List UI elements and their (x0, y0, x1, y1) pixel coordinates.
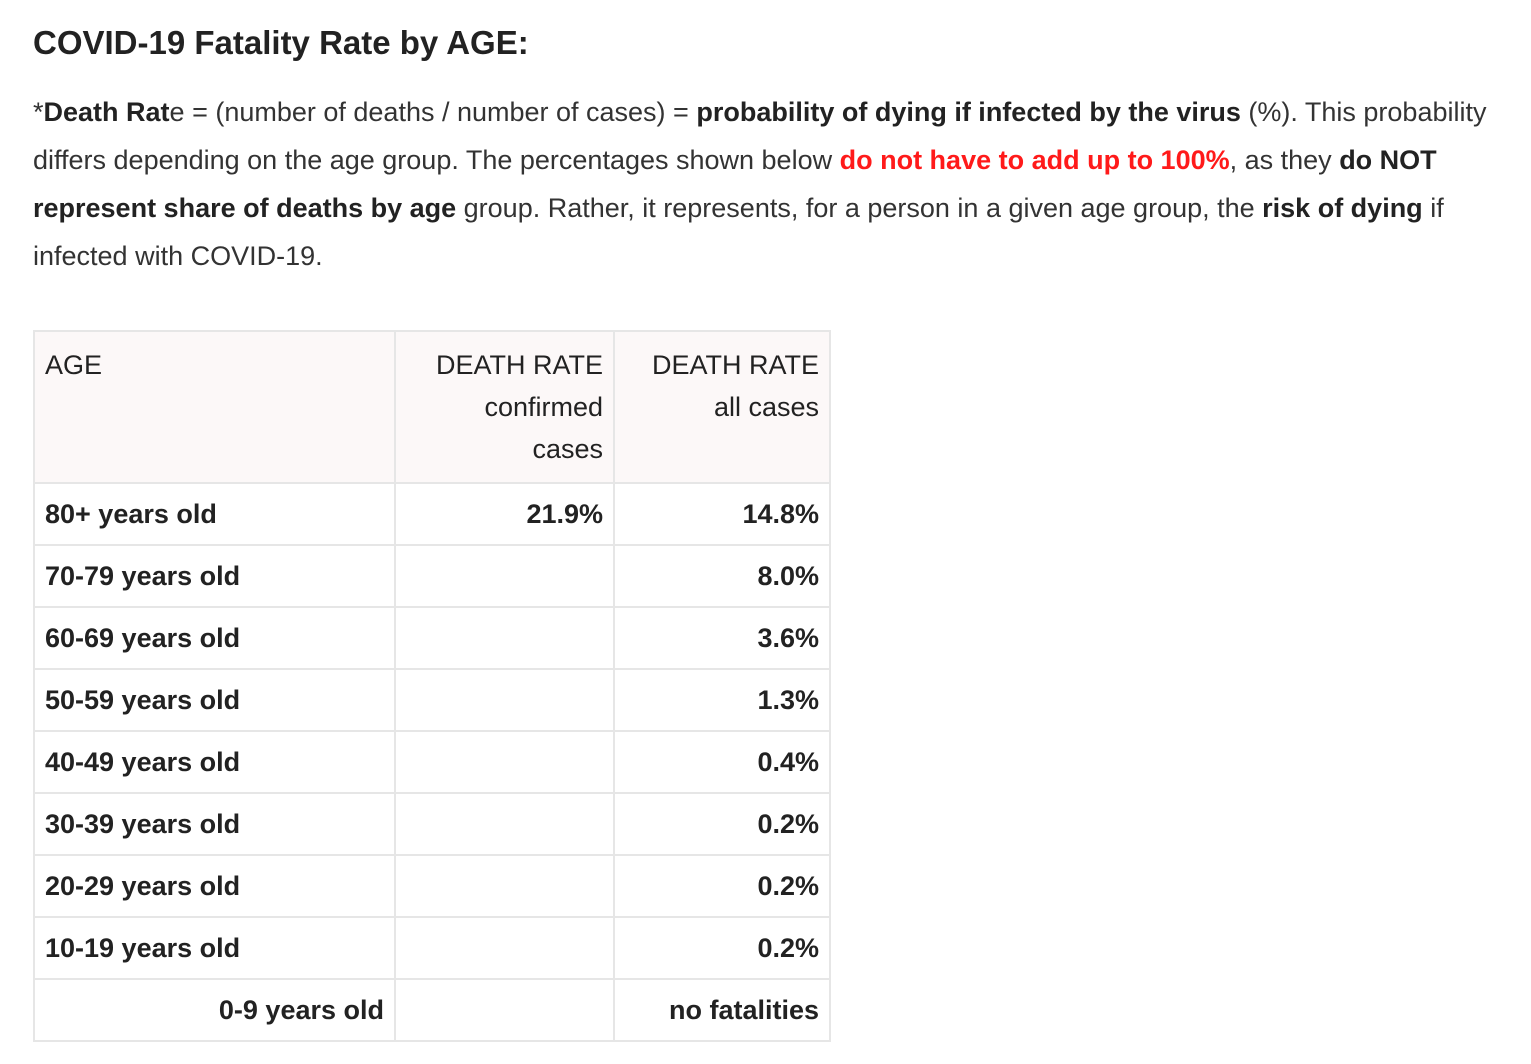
confirmed-rate-cell (394, 916, 615, 980)
all-cases-rate-cell: 0.4% (613, 730, 831, 794)
fatality-rate-table: AGE DEATH RATE confirmed cases DEATH RAT… (33, 330, 831, 1042)
age-cell: 50-59 years old (33, 668, 396, 732)
intro-paragraph: *Death Rate = (number of deaths / number… (33, 88, 1493, 280)
intro-bold-definition: probability of dying if infected by the … (696, 97, 1241, 127)
all-cases-rate-cell: 0.2% (613, 792, 831, 856)
table-row: 0-9 years old no fatalities (33, 978, 831, 1042)
table-row: 20-29 years old 0.2% (33, 854, 831, 918)
intro-text: (%). This probability differs depending … (33, 97, 1487, 175)
intro-bold-risk: risk of dying (1262, 193, 1423, 223)
header-confirmed-line2: confirmed (484, 392, 603, 422)
table-row: 40-49 years old 0.4% (33, 730, 831, 794)
intro-text: , as they (1229, 145, 1340, 175)
header-age-label: AGE (45, 350, 103, 380)
article-content: COVID-19 Fatality Rate by AGE: *Death Ra… (33, 24, 1493, 1042)
intro-bold-term: Death Rat (43, 97, 170, 127)
confirmed-rate-cell: 21.9% (394, 482, 615, 546)
all-cases-rate-cell: 0.2% (613, 916, 831, 980)
intro-text: group. Rather, it represents, for a pers… (456, 193, 1263, 223)
confirmed-rate-cell (394, 792, 615, 856)
header-all-line1: DEATH RATE (651, 350, 819, 380)
table-row: 60-69 years old 3.6% (33, 606, 831, 670)
all-cases-rate-cell: 1.3% (613, 668, 831, 732)
intro-red-highlight: do not have to add up to 100% (839, 145, 1230, 175)
header-death-rate-confirmed: DEATH RATE confirmed cases (394, 330, 615, 484)
table-header-row: AGE DEATH RATE confirmed cases DEATH RAT… (33, 330, 831, 484)
table-row: 50-59 years old 1.3% (33, 668, 831, 732)
age-cell: 70-79 years old (33, 544, 396, 608)
confirmed-rate-cell (394, 730, 615, 794)
confirmed-rate-cell (394, 668, 615, 732)
age-cell: 60-69 years old (33, 606, 396, 670)
age-cell: 10-19 years old (33, 916, 396, 980)
all-cases-rate-cell: 3.6% (613, 606, 831, 670)
header-all-line2: all cases (713, 392, 819, 422)
all-cases-rate-cell: 14.8% (613, 482, 831, 546)
all-cases-rate-cell: 8.0% (613, 544, 831, 608)
age-cell: 20-29 years old (33, 854, 396, 918)
age-cell: 40-49 years old (33, 730, 396, 794)
page-title: COVID-19 Fatality Rate by AGE: (33, 24, 529, 61)
confirmed-rate-cell (394, 854, 615, 918)
table-row: 30-39 years old 0.2% (33, 792, 831, 856)
header-death-rate-all: DEATH RATE all cases (613, 330, 831, 484)
all-cases-rate-cell: no fatalities (613, 978, 831, 1042)
table-row: 70-79 years old 8.0% (33, 544, 831, 608)
confirmed-rate-cell (394, 544, 615, 608)
intro-text: * (33, 97, 44, 127)
intro-text: e = (number of deaths / number of cases)… (169, 97, 697, 127)
intro-bold-emphasis: do NOT represent share of deaths by age (33, 145, 1437, 223)
header-confirmed-line3: cases (532, 434, 603, 464)
header-confirmed-line1: DEATH RATE (435, 350, 603, 380)
all-cases-rate-cell: 0.2% (613, 854, 831, 918)
table-row: 10-19 years old 0.2% (33, 916, 831, 980)
age-cell: 80+ years old (33, 482, 396, 546)
confirmed-rate-cell (394, 978, 615, 1042)
age-cell: 30-39 years old (33, 792, 396, 856)
age-cell: 0-9 years old (33, 978, 396, 1042)
table-row: 80+ years old 21.9% 14.8% (33, 482, 831, 546)
intro-text: if infected with COVID-19. (33, 193, 1444, 271)
confirmed-rate-cell (394, 606, 615, 670)
header-age: AGE (33, 330, 396, 484)
